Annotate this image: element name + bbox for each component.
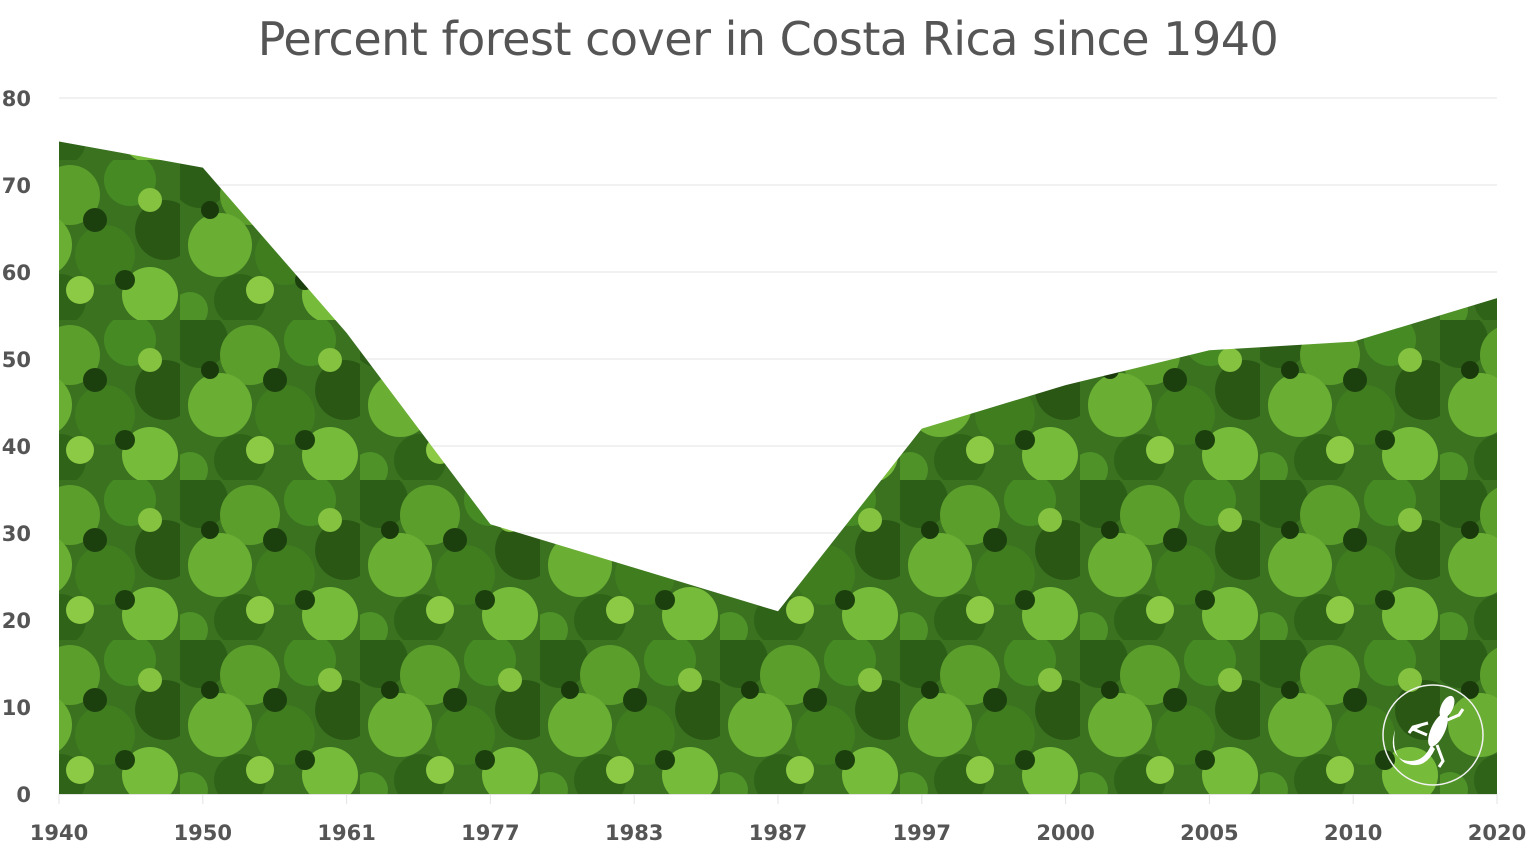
x-tick-label: 1983 (605, 821, 663, 845)
y-tick-label: 0 (16, 783, 31, 807)
logo-ring (1382, 684, 1484, 786)
x-tick-label: 2020 (1468, 821, 1526, 845)
y-tick-label: 80 (2, 87, 31, 111)
y-tick-label: 50 (2, 348, 31, 372)
y-tick-label: 10 (2, 696, 31, 720)
x-tick-label: 1961 (317, 821, 375, 845)
chart-title: Percent forest cover in Costa Rica since… (257, 12, 1279, 66)
forest-area (59, 141, 1497, 794)
gecko-logo (1382, 684, 1484, 786)
y-tick-label: 20 (2, 609, 31, 633)
x-tick-label: 2005 (1180, 821, 1238, 845)
x-tick-label: 2010 (1324, 821, 1382, 845)
x-tick-label: 1950 (174, 821, 232, 845)
x-tick-label: 2000 (1036, 821, 1094, 845)
x-axis: 1940 1950 1961 1977 1983 1987 1997 2000 2005 2010… (30, 794, 1526, 845)
y-tick-label: 60 (2, 261, 31, 285)
gecko-icon (1392, 695, 1465, 768)
x-tick-label: 1987 (749, 821, 807, 845)
y-tick-label: 70 (2, 174, 31, 198)
x-tick-label: 1977 (461, 821, 519, 845)
x-tick-label: 1940 (30, 821, 88, 845)
x-tick-label: 1997 (893, 821, 951, 845)
y-tick-label: 30 (2, 522, 31, 546)
y-tick-label: 40 (2, 435, 31, 459)
y-axis: 0 10 20 30 40 50 60 70 80 (2, 87, 31, 807)
